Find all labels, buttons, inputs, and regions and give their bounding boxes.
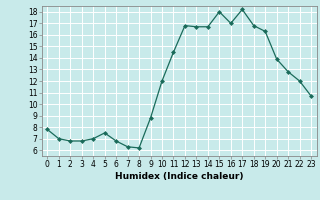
X-axis label: Humidex (Indice chaleur): Humidex (Indice chaleur): [115, 172, 244, 181]
